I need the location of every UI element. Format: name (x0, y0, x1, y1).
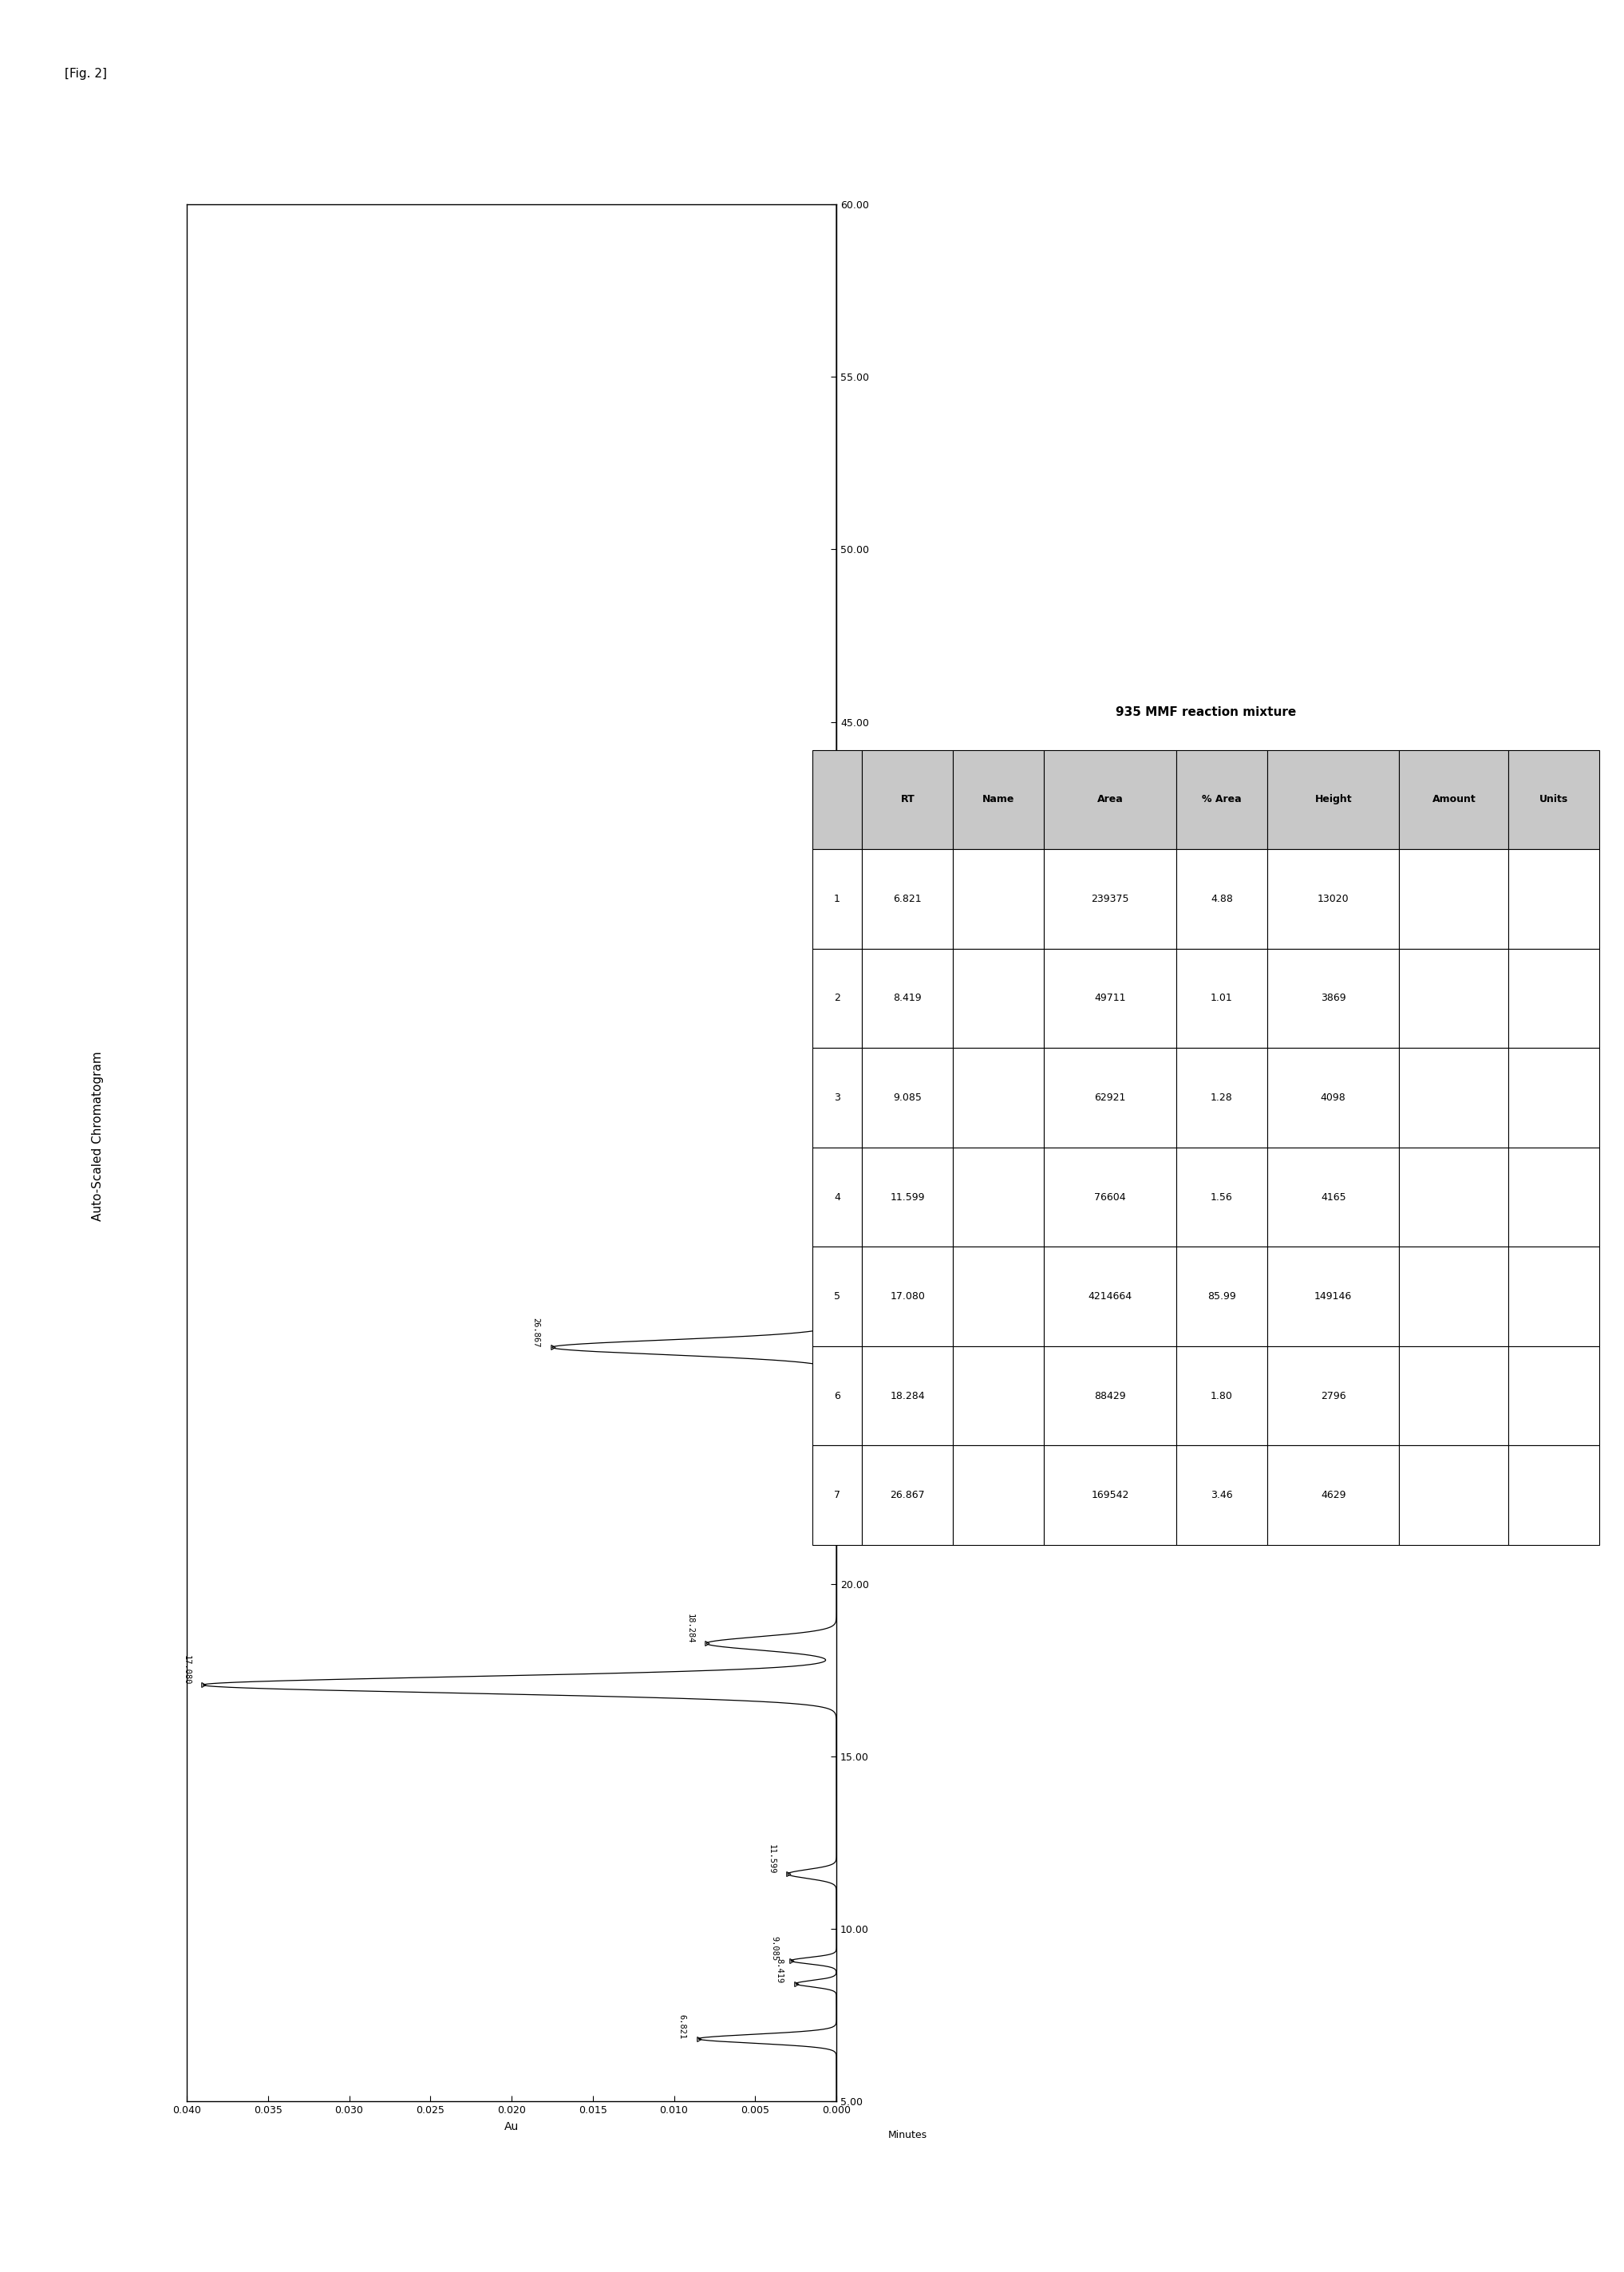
Text: Minutes: Minutes (888, 2131, 927, 2140)
Text: 6.821: 6.821 (679, 2013, 685, 2038)
Text: 17.080: 17.080 (184, 1654, 190, 1686)
Text: 8.419: 8.419 (776, 1958, 783, 1983)
Text: 26.867: 26.867 (533, 1318, 539, 1347)
Text: 18.284: 18.284 (687, 1613, 693, 1643)
Text: 935 MMF reaction mixture: 935 MMF reaction mixture (1116, 707, 1296, 718)
Text: 11.599: 11.599 (768, 1845, 775, 1874)
Text: [Fig. 2]: [Fig. 2] (65, 68, 107, 80)
Text: 9.085: 9.085 (771, 1936, 778, 1961)
Text: Auto-Scaled Chromatogram: Auto-Scaled Chromatogram (91, 1052, 104, 1220)
X-axis label: Au: Au (505, 2122, 518, 2133)
